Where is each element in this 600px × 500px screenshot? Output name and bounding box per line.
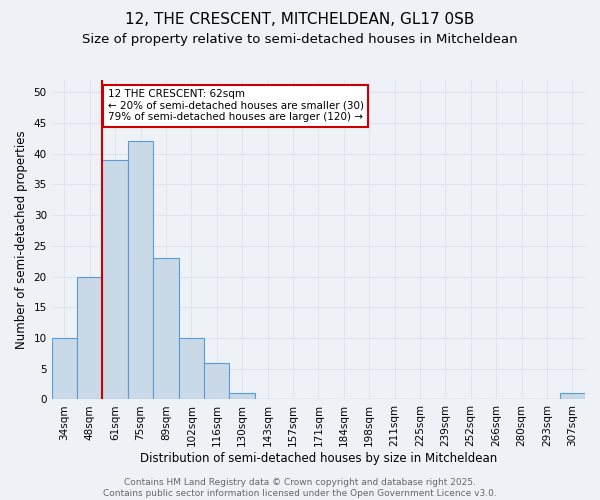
Bar [77,276,103,400]
Bar [128,142,153,400]
Text: 12 THE CRESCENT: 62sqm
← 20% of semi-detached houses are smaller (30)
79% of sem: 12 THE CRESCENT: 62sqm ← 20% of semi-det… [107,89,364,122]
Bar [229,394,255,400]
Y-axis label: Number of semi-detached properties: Number of semi-detached properties [15,130,28,349]
Bar [560,394,585,400]
Bar [52,338,77,400]
Bar [103,160,128,400]
Text: Size of property relative to semi-detached houses in Mitcheldean: Size of property relative to semi-detach… [82,32,518,46]
Bar [179,338,204,400]
Bar [153,258,179,400]
Bar [204,362,229,400]
Text: 12, THE CRESCENT, MITCHELDEAN, GL17 0SB: 12, THE CRESCENT, MITCHELDEAN, GL17 0SB [125,12,475,28]
Text: Contains HM Land Registry data © Crown copyright and database right 2025.
Contai: Contains HM Land Registry data © Crown c… [103,478,497,498]
X-axis label: Distribution of semi-detached houses by size in Mitcheldean: Distribution of semi-detached houses by … [140,452,497,465]
